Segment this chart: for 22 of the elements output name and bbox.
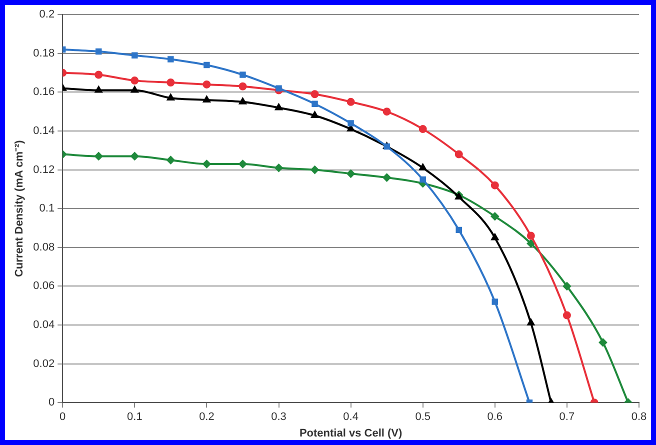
- y-tick-label: 0: [48, 396, 55, 409]
- y-tick-label: 0.2: [39, 8, 55, 21]
- x-tick-label: 0.4: [343, 411, 358, 424]
- y-tick-label: 0.14: [33, 125, 55, 138]
- x-axis-title: Potential vs Cell (V): [299, 427, 402, 440]
- y-tick-label: 0.1: [39, 202, 55, 215]
- y-tick-label: 0.06: [33, 280, 55, 292]
- y-axis-title: Current Density (mA cm⁻²): [14, 140, 26, 278]
- y-tick-label: 0.02: [33, 358, 55, 370]
- x-tick-label: 0: [60, 411, 66, 424]
- x-tick-label: 0.1: [127, 411, 142, 424]
- x-tick-label: 0.7: [559, 411, 575, 424]
- x-tick-label: 0.5: [415, 411, 430, 424]
- x-tick-label: 0.3: [271, 411, 286, 424]
- y-tick-label: 0.18: [33, 47, 55, 60]
- x-tick-label: 0.8: [631, 411, 647, 424]
- y-tick-label: 0.12: [33, 164, 55, 176]
- x-tick-label: 0.2: [199, 411, 214, 424]
- y-tick-label: 0.04: [33, 319, 55, 332]
- y-tick-label: 0.08: [33, 241, 55, 254]
- x-tick-label: 0.6: [487, 411, 503, 424]
- y-tick-label: 0.16: [33, 86, 55, 98]
